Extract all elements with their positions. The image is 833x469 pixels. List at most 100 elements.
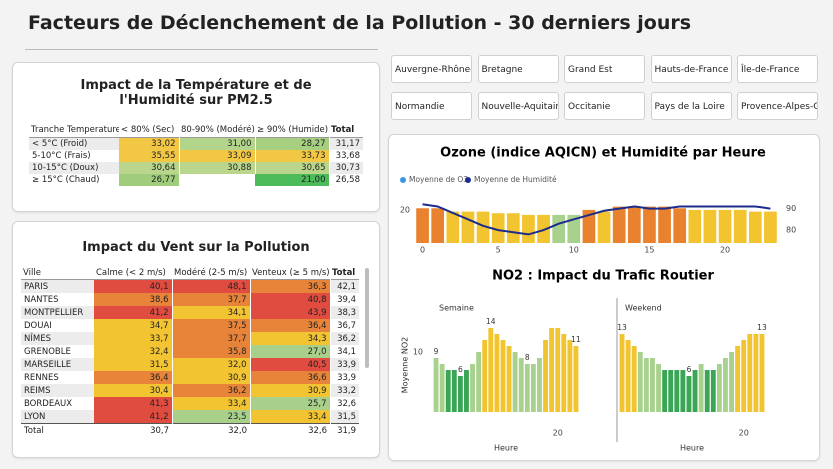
row-label: PARIS xyxy=(21,279,94,293)
bar xyxy=(488,328,494,412)
bar xyxy=(431,208,445,243)
bar xyxy=(643,358,649,412)
region-button[interactable]: Nouvelle-Aquitaine xyxy=(477,92,559,120)
panel-label: Semaine xyxy=(439,304,474,313)
legend-marker xyxy=(465,177,471,183)
bar xyxy=(759,334,765,412)
table-row: BORDEAUX 41,3 33,4 25,7 32,6 xyxy=(21,397,359,410)
column-header: 80-90% (Modéré) xyxy=(181,125,255,135)
column-header: Ville xyxy=(23,267,41,278)
grand-total: 31,9 xyxy=(337,425,356,436)
bar xyxy=(491,213,505,243)
data-label: 13 xyxy=(757,323,767,332)
value-cell: 28,27 xyxy=(255,137,330,150)
data-label: 14 xyxy=(486,317,496,326)
bar xyxy=(464,370,469,412)
region-button[interactable]: Auvergne-Rhône-Alpes xyxy=(391,55,472,83)
row-total: 33,2 xyxy=(330,384,359,397)
row-total: 26,58 xyxy=(335,175,360,185)
bar xyxy=(439,364,445,412)
row-total: 33,9 xyxy=(330,358,359,371)
value-cell: 34,7 xyxy=(94,319,173,332)
x-tick-label: 0 xyxy=(420,246,425,255)
column-header: Calme (< 2 m/s) xyxy=(96,267,166,278)
table-row: MARSEILLE 31,5 32,0 40,5 33,9 xyxy=(21,358,359,371)
table-row: REIMS 30,4 36,2 30,9 33,2 xyxy=(21,384,359,397)
row-label: < 5°C (Froid) xyxy=(29,137,119,150)
column-header: < 80% (Sec) xyxy=(121,125,175,135)
value-cell: 34,1 xyxy=(172,306,251,319)
column-header: Modéré (2-5 m/s) xyxy=(174,267,248,278)
value-cell: 36,6 xyxy=(250,371,331,384)
data-label: 9 xyxy=(434,347,439,356)
bar xyxy=(461,211,475,243)
table-row: MONTPELLIER 41,2 34,1 43,9 38,3 xyxy=(21,306,359,319)
value-cell: 33,09 xyxy=(179,150,256,162)
total-row: Total 30,7 32,0 32,6 31,9 xyxy=(21,423,359,438)
bar xyxy=(506,346,512,412)
row-label: BORDEAUX xyxy=(24,398,73,409)
value-cell: 30,65 xyxy=(255,162,330,174)
header-row: Tranche Temperature < 80% (Sec) 80-90% (Mo… xyxy=(29,123,363,138)
value-cell: 36,3 xyxy=(250,279,331,293)
bar xyxy=(658,206,671,243)
value-cell: 30,9 xyxy=(250,384,331,397)
x-tick-label: 10 xyxy=(569,246,579,255)
region-button[interactable]: Bretagne xyxy=(477,55,559,83)
value-cell: 31,5 xyxy=(94,358,173,371)
bar xyxy=(524,364,530,412)
region-button[interactable]: Provence-Alpes-Côte d'Azur xyxy=(737,92,818,120)
data-label: 11 xyxy=(571,335,581,344)
value-cell: 33,7 xyxy=(94,332,173,345)
table-row: 5-10°C (Frais) 35,55 33,09 33,73 33,68 xyxy=(29,150,363,162)
value-cell: 26,77 xyxy=(119,174,180,186)
table-row: GRENOBLE 32,4 35,8 27,0 34,1 xyxy=(21,345,359,358)
region-button[interactable]: Pays de la Loire xyxy=(650,92,732,120)
row-label: DOUAI xyxy=(24,320,52,331)
page-title: Facteurs de Déclenchement de la Pollutio… xyxy=(28,12,692,34)
bar xyxy=(735,346,741,412)
legend-label: Moyenne de Humidité xyxy=(474,175,557,184)
column-header: Tranche Temperature xyxy=(31,125,119,135)
bar xyxy=(656,364,661,412)
bar xyxy=(631,346,637,412)
row-label: NÎMES xyxy=(21,332,94,345)
bar xyxy=(512,352,518,412)
row-label: REIMS xyxy=(21,384,94,397)
bar xyxy=(537,358,542,412)
value-cell: 23,5 xyxy=(172,410,251,424)
value-cell: 36,4 xyxy=(94,371,173,384)
row-label: ≥ 15°C (Chaud) xyxy=(32,175,100,185)
row-label: 5-10°C (Frais) xyxy=(32,151,91,161)
bar xyxy=(747,334,753,412)
value-cell: 33,02 xyxy=(119,137,180,150)
bar xyxy=(650,358,655,412)
region-button[interactable]: Grand Est xyxy=(564,55,645,83)
value-cell: 30,88 xyxy=(179,162,256,174)
data-label: 6 xyxy=(458,365,463,374)
value-cell: 37,7 xyxy=(172,293,251,306)
x-tick-label: 15 xyxy=(644,246,654,255)
bar xyxy=(457,376,463,412)
region-button[interactable]: Normandie xyxy=(391,92,472,120)
wind-scroll: Ville Calme (< 2 m/s) Modéré (2-5 m/s) Vent… xyxy=(21,266,361,452)
wind-table: Ville Calme (< 2 m/s) Modéré (2-5 m/s) Vent… xyxy=(21,266,359,437)
row-label: Total xyxy=(24,425,44,436)
region-button[interactable]: Occitanie xyxy=(564,92,645,120)
bar xyxy=(470,364,475,412)
row-label: GRENOBLE xyxy=(24,346,71,357)
value-cell: 33,4 xyxy=(172,397,251,410)
bar xyxy=(741,340,747,412)
line xyxy=(422,203,771,236)
value-cell: 43,9 xyxy=(250,306,331,319)
x-tick-label: 20 xyxy=(739,429,749,438)
value-cell: 30,9 xyxy=(172,371,251,384)
bar xyxy=(764,211,777,243)
table-row: 10-15°C (Doux) 30,64 30,88 30,65 30,73 xyxy=(29,162,363,174)
value-cell: 37,5 xyxy=(172,319,251,332)
region-button[interactable]: Île-de-France xyxy=(737,55,818,83)
row-total: 36,7 xyxy=(337,320,356,331)
x-tick-label: 20 xyxy=(553,429,563,438)
value-cell: 31,00 xyxy=(179,137,256,150)
region-button[interactable]: Hauts-de-France xyxy=(650,55,732,83)
